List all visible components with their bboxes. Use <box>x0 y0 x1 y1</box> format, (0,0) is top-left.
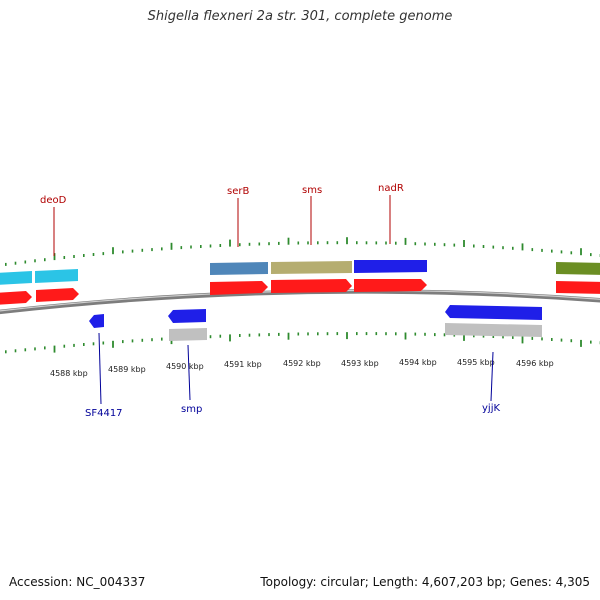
forward-cds-arrows <box>0 279 600 305</box>
gene-block[interactable] <box>0 271 32 285</box>
reverse-cds-block[interactable] <box>169 328 207 341</box>
forward-gene-blocks <box>0 260 600 285</box>
outer-tick-ring <box>5 237 600 266</box>
label-leader-line <box>490 351 494 402</box>
genome-title: Shigella flexneri 2a str. 301, complete … <box>147 9 453 24</box>
tick-label: 4596 kbp <box>516 359 554 368</box>
tick-label: 4592 kbp <box>283 359 321 368</box>
gene-label-deod[interactable]: deoD <box>40 195 67 206</box>
label-leader-line <box>187 344 191 401</box>
gene-label-sf4417[interactable]: SF4417 <box>85 408 123 419</box>
genome-summary-text: Topology: circular; Length: 4,607,203 bp… <box>260 575 590 589</box>
tick-label: 4593 kbp <box>341 359 379 368</box>
reverse-gene-labels: SF4417 smp yjjK <box>85 332 500 419</box>
accession-text: Accession: NC_004337 <box>9 575 146 589</box>
forward-gene-labels: deoD serB sms nadR <box>40 183 404 256</box>
gene-label-serb[interactable]: serB <box>227 186 249 197</box>
tick-label: 4591 kbp <box>224 360 262 369</box>
tick-label: 4588 kbp <box>50 369 88 378</box>
cds-arrow[interactable] <box>0 291 32 305</box>
cds-arrow[interactable] <box>210 281 268 295</box>
gene-block[interactable] <box>210 262 268 275</box>
gene-block[interactable] <box>354 260 427 273</box>
gene-block[interactable] <box>556 262 600 275</box>
gene-label-nadr[interactable]: nadR <box>378 183 404 194</box>
gene-label-yjjk[interactable]: yjjK <box>482 403 500 414</box>
reverse-cds-block[interactable] <box>445 323 542 337</box>
reverse-gene-arrow[interactable] <box>168 309 206 323</box>
cds-arrow[interactable] <box>36 288 79 302</box>
tick-label: 4590 kbp <box>166 362 204 371</box>
cds-arrow[interactable] <box>354 279 427 292</box>
tick-label: 4595 kbp <box>457 358 495 367</box>
reverse-gene-blocks <box>89 305 542 341</box>
gene-block[interactable] <box>271 261 352 274</box>
gene-block[interactable] <box>35 269 78 283</box>
tick-label: 4594 kbp <box>399 358 437 367</box>
axis-labels: 4588 kbp 4589 kbp 4590 kbp 4591 kbp 4592… <box>50 358 554 378</box>
reverse-gene-arrow[interactable] <box>89 314 104 328</box>
gene-label-smp[interactable]: smp <box>181 404 202 415</box>
cds-arrow[interactable] <box>271 279 352 293</box>
label-leader-line <box>98 332 102 405</box>
cds-arrow[interactable] <box>556 281 600 294</box>
gene-label-sms[interactable]: sms <box>302 185 322 196</box>
reverse-gene-arrow[interactable] <box>445 305 542 320</box>
tick-label: 4589 kbp <box>108 365 146 374</box>
